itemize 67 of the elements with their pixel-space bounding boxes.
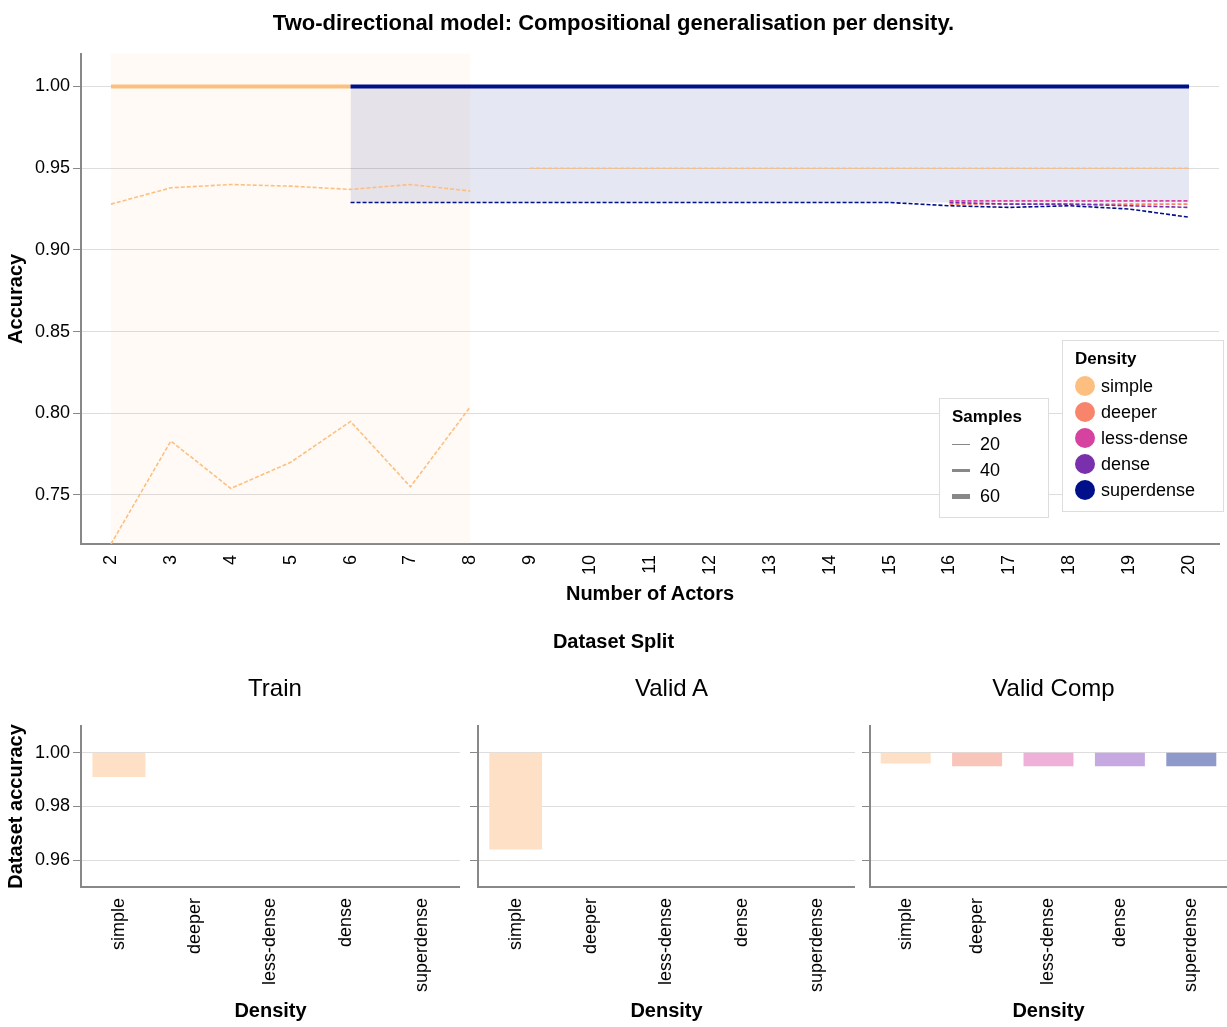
- x-tick-label: deeper: [966, 897, 987, 954]
- x-tick-label: 3: [159, 554, 180, 565]
- x-tick-label: simple: [894, 897, 915, 950]
- y-tick-label: 1.00: [34, 75, 71, 96]
- y-axis-title: Accuracy: [3, 252, 26, 344]
- x-tick-label: 8: [459, 554, 480, 565]
- x-tick-label: dense: [335, 897, 356, 947]
- x-tick-label: 2: [99, 554, 120, 565]
- x-tick-label: 11: [638, 554, 659, 574]
- y-tick-label: 0.96: [34, 849, 71, 870]
- line-series: [349, 201, 1190, 218]
- x-tick-label: superdense: [1180, 897, 1201, 993]
- x-tick-label: deeper: [580, 897, 601, 954]
- x-tick-label: 9: [519, 554, 540, 565]
- y-tick-label: 0.90: [34, 238, 71, 259]
- x-axis-title: Density: [630, 998, 704, 1021]
- text: Dataset Split: [551, 630, 676, 653]
- x-tick-label: less-dense: [655, 897, 676, 985]
- annotation: 20: [979, 432, 1002, 456]
- line-series: [110, 183, 472, 205]
- annotation: Samples: [952, 407, 1023, 427]
- x-tick-label: less-dense: [259, 897, 280, 985]
- y-tick-label: 0.95: [34, 157, 71, 178]
- annotation: 60: [979, 484, 1002, 508]
- x-tick-label: 20: [1178, 554, 1199, 576]
- y-tick-label: 1.00: [34, 741, 71, 762]
- x-axis-title: Number of Actors: [565, 581, 735, 604]
- y-axis-title: Dataset accuracy: [3, 723, 26, 889]
- x-tick-label: dense: [730, 897, 751, 947]
- x-tick-label: superdense: [411, 897, 432, 993]
- y-tick-label: 0.85: [34, 320, 71, 341]
- legend-title: Density: [1075, 349, 1138, 369]
- x-tick-label: 5: [279, 554, 300, 565]
- legend-label: deeper: [1100, 400, 1159, 424]
- x-tick-label: 15: [878, 554, 899, 576]
- chart-title: Two-directional model: Compositional generalisation per density.: [271, 10, 956, 36]
- chart-title: Valid Comp: [991, 674, 1116, 702]
- x-tick-label: simple: [504, 897, 525, 950]
- x-tick-label: 6: [339, 554, 360, 565]
- x-tick-label: 16: [938, 554, 959, 576]
- legend-label: simple: [1100, 374, 1154, 398]
- y-tick-label: 0.75: [34, 483, 71, 504]
- x-tick-label: 17: [998, 554, 1019, 576]
- x-tick-label: dense: [1108, 897, 1129, 947]
- chart-title: Train: [247, 674, 303, 702]
- x-tick-label: deeper: [183, 897, 204, 954]
- x-tick-label: simple: [107, 897, 128, 950]
- x-tick-label: 12: [698, 554, 719, 576]
- x-tick-label: less-dense: [1037, 897, 1058, 985]
- line-series: [110, 405, 472, 544]
- x-tick-label: 10: [579, 554, 600, 576]
- x-axis-title: Density: [234, 998, 308, 1021]
- x-tick-label: 19: [1118, 554, 1139, 576]
- legend-label: less-dense: [1100, 426, 1190, 450]
- x-tick-label: 7: [399, 554, 420, 565]
- x-axis-title: Density: [1012, 998, 1086, 1021]
- legend-label: dense: [1100, 452, 1152, 476]
- x-tick-label: superdense: [806, 897, 827, 993]
- x-tick-label: 18: [1058, 554, 1079, 576]
- annotation: 40: [979, 458, 1002, 482]
- x-tick-label: 4: [219, 554, 240, 565]
- x-tick-label: 13: [758, 554, 779, 576]
- y-tick-label: 0.80: [34, 402, 71, 423]
- x-tick-label: 14: [818, 554, 839, 576]
- y-tick-label: 0.98: [34, 795, 71, 816]
- chart-title: Valid A: [634, 674, 709, 702]
- legend-label: superdense: [1100, 478, 1197, 502]
